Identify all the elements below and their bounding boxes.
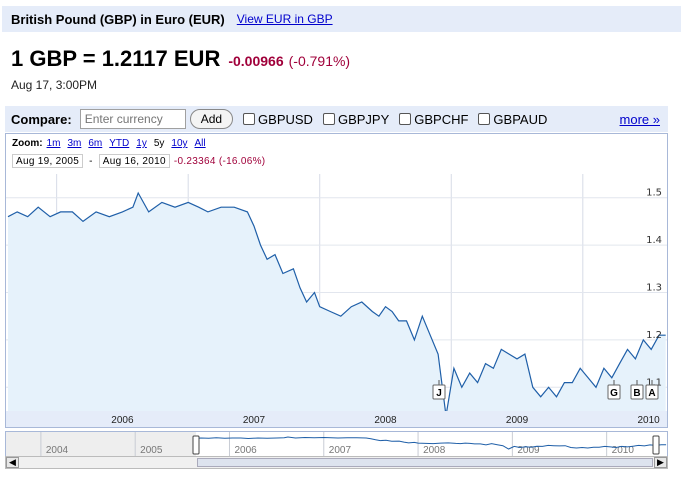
x-tick-label: 2008 [374,415,397,426]
zoom-all[interactable]: All [194,138,206,149]
x-tick-label: 2006 [111,415,134,426]
checkbox[interactable] [243,113,256,125]
currency-input[interactable] [79,109,186,129]
navigator-chart[interactable]: 2004 2005 2006 2007 2008 2009 2010 [6,432,667,460]
compare-gbpaud[interactable]: GBPAUD [478,112,547,127]
svg-text:J: J [436,388,442,399]
zoom-6m[interactable]: 6m [88,138,103,149]
range-end[interactable]: Aug 16, 2010 [98,154,170,168]
price-line [7,191,666,416]
compare-gbpusd[interactable]: GBPUSD [243,112,313,127]
navigator-year-label: 2007 [329,445,352,456]
scroll-thumb[interactable] [197,458,653,467]
zoom-5y[interactable]: 5y [153,138,165,149]
zoom-controls: Zoom: 1m 3m 6m YTD 1y 5y 10y All [12,138,213,149]
timeline-scrollbar[interactable]: ◀ ▶ [5,456,668,469]
price-chart[interactable]: 2006 2007 2008 2009 2010 1.1 1.2 1.3 1.4 1.5 J G B… [6,174,667,427]
rate-change: -0.00966 [228,53,284,69]
x-tick-label: 2009 [506,415,529,426]
navigator-year-label: 2008 [423,445,446,456]
compare-gbpjpy[interactable]: GBPJPY [322,112,389,127]
checkbox[interactable] [322,113,335,125]
scroll-right-arrow[interactable]: ▶ [654,457,667,468]
x-tick-label: 2010 [637,415,660,426]
add-button[interactable]: Add [189,109,234,129]
chart-frame: Zoom: 1m 3m 6m YTD 1y 5y 10y All Aug 19,… [5,133,668,428]
navigator-year-label: 2009 [517,445,540,456]
range-change: -0.23364 (-16.06%) [173,155,266,167]
y-tick-label: 1.5 [646,188,662,199]
checkbox[interactable] [399,113,412,125]
x-axis-band [6,411,667,427]
y-tick-label: 1.4 [646,235,662,246]
rate-change-percent: (-0.791%) [288,53,351,69]
news-marker-b[interactable]: B [630,380,644,400]
zoom-label: Zoom: [12,138,43,149]
compare-bar: Compare: Add GBPUSD GBPJPY GBPCHF GBPAUD… [5,106,668,132]
view-inverse-link[interactable]: View EUR in GBP [236,12,333,26]
date-range: Aug 19, 2005 - Aug 16, 2010 -0.23364 (-1… [12,154,265,168]
quote: 1 GBP = 1.2117 EUR -0.00966 (-0.791%) [11,46,350,72]
checkbox[interactable] [478,113,491,125]
svg-text:G: G [610,388,618,399]
page-title: British Pound (GBP) in Euro (EUR) [11,11,225,27]
more-link[interactable]: more » [619,111,660,127]
navigator-year-label: 2004 [46,445,69,456]
navigator-year-label: 2006 [234,445,257,456]
zoom-1y[interactable]: 1y [136,138,147,149]
news-marker-a[interactable]: A [645,380,659,400]
svg-text:A: A [648,388,655,399]
y-tick-label: 1.1 [646,377,662,388]
range-start[interactable]: Aug 19, 2005 [12,154,84,168]
news-marker-g[interactable]: G [607,380,621,400]
header-bar: British Pound (GBP) in Euro (EUR) View E… [2,6,681,32]
exchange-rate: 1 GBP = 1.2117 EUR [11,46,221,71]
y-tick-label: 1.2 [646,330,662,341]
news-marker-j[interactable]: J [432,380,446,400]
zoom-10y[interactable]: 10y [171,138,188,149]
zoom-3m[interactable]: 3m [67,138,82,149]
navigator-year-label: 2005 [140,445,163,456]
scroll-left-arrow[interactable]: ◀ [6,457,19,468]
zoom-1m[interactable]: 1m [46,138,61,149]
navigator-year-label: 2010 [612,445,635,456]
compare-label: Compare: [11,111,72,127]
range-separator: - [89,155,93,167]
x-tick-label: 2007 [243,415,266,426]
quote-timestamp: Aug 17, 3:00PM [11,78,98,92]
zoom-ytd[interactable]: YTD [109,138,130,149]
svg-text:B: B [633,388,640,399]
price-area [8,193,666,416]
compare-gbpchf[interactable]: GBPCHF [399,112,468,127]
y-tick-label: 1.3 [646,283,662,294]
